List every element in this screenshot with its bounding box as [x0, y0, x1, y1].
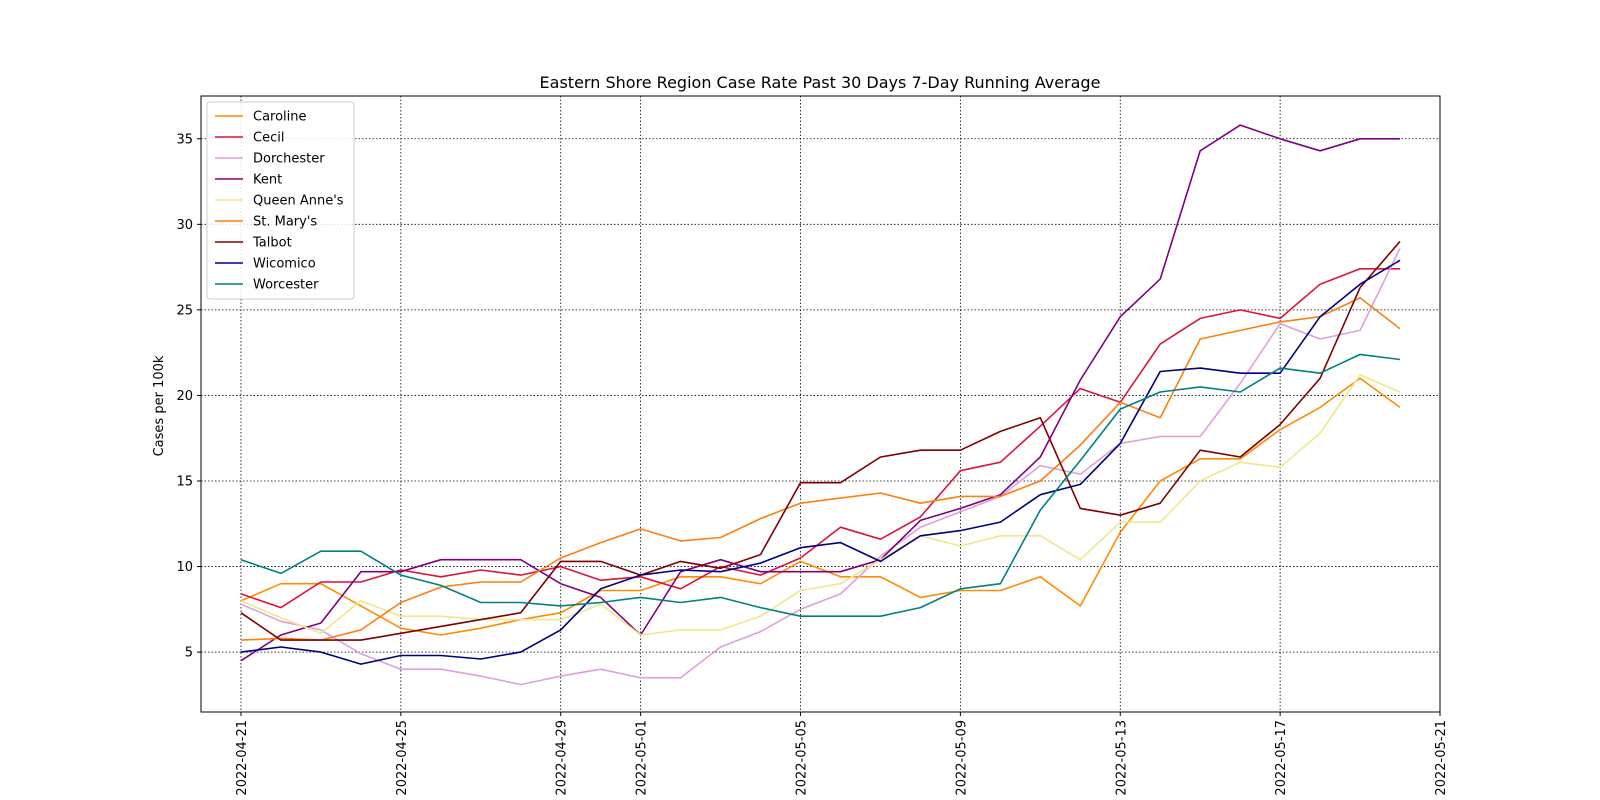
y-tick-label: 10 [176, 560, 193, 575]
series-line-wicomico [240, 259, 1401, 665]
chart-title: Eastern Shore Region Case Rate Past 30 D… [540, 73, 1101, 92]
legend-label: St. Mary's [253, 215, 317, 230]
series-line-queen-anne-s [240, 374, 1401, 636]
legend-box [206, 101, 355, 300]
x-tick-label: 2022-05-01 [635, 720, 650, 796]
y-tick-label: 30 [176, 218, 193, 233]
x-axis-ticks: 2022-04-21 2022-04-25 2022-04-29 2022-05-01… [235, 712, 1449, 796]
series-line-dorchester [240, 247, 1401, 686]
x-tick-label: 2022-05-13 [1114, 720, 1129, 796]
series-line-st-mary-s [240, 297, 1401, 641]
legend-label: Queen Anne's [253, 194, 344, 209]
legend-label: Kent [253, 173, 282, 188]
legend-label: Talbot [252, 236, 292, 251]
x-tick-label: 2022-05-21 [1434, 720, 1449, 796]
series-line-talbot [240, 240, 1401, 641]
plot-frame [200, 95, 1441, 713]
legend-label: Worcester [253, 278, 319, 293]
y-tick-label: 5 [185, 646, 193, 661]
x-tick-label: 2022-05-09 [954, 720, 969, 796]
x-tick-label: 2022-05-17 [1274, 720, 1289, 796]
legend-label: Dorchester [253, 152, 325, 167]
series-lines [240, 124, 1401, 686]
series-line-cecil [240, 267, 1400, 609]
y-tick-label: 15 [176, 475, 193, 490]
x-tick-label: 2022-04-29 [555, 720, 570, 796]
legend-label: Caroline [253, 110, 307, 125]
x-tick-label: 2022-04-21 [235, 720, 250, 796]
x-tick-label: 2022-05-05 [795, 720, 810, 796]
y-axis-ticks: 5 10 15 20 25 30 35 [176, 132, 201, 661]
y-tick-label: 25 [176, 303, 193, 318]
y-tick-label: 20 [176, 389, 193, 404]
legend-label: Cecil [253, 131, 284, 146]
series-line-kent [240, 124, 1400, 662]
y-tick-label: 35 [176, 132, 193, 147]
series-line-caroline [240, 377, 1401, 636]
y-axis-label: Cases per 100k [152, 355, 167, 456]
x-tick-label: 2022-04-25 [395, 720, 410, 796]
series-line-worcester [240, 353, 1401, 618]
legend-label: Wicomico [253, 257, 316, 272]
legend: Caroline Cecil Dorchester Kent Queen Anne's S… [206, 101, 355, 300]
